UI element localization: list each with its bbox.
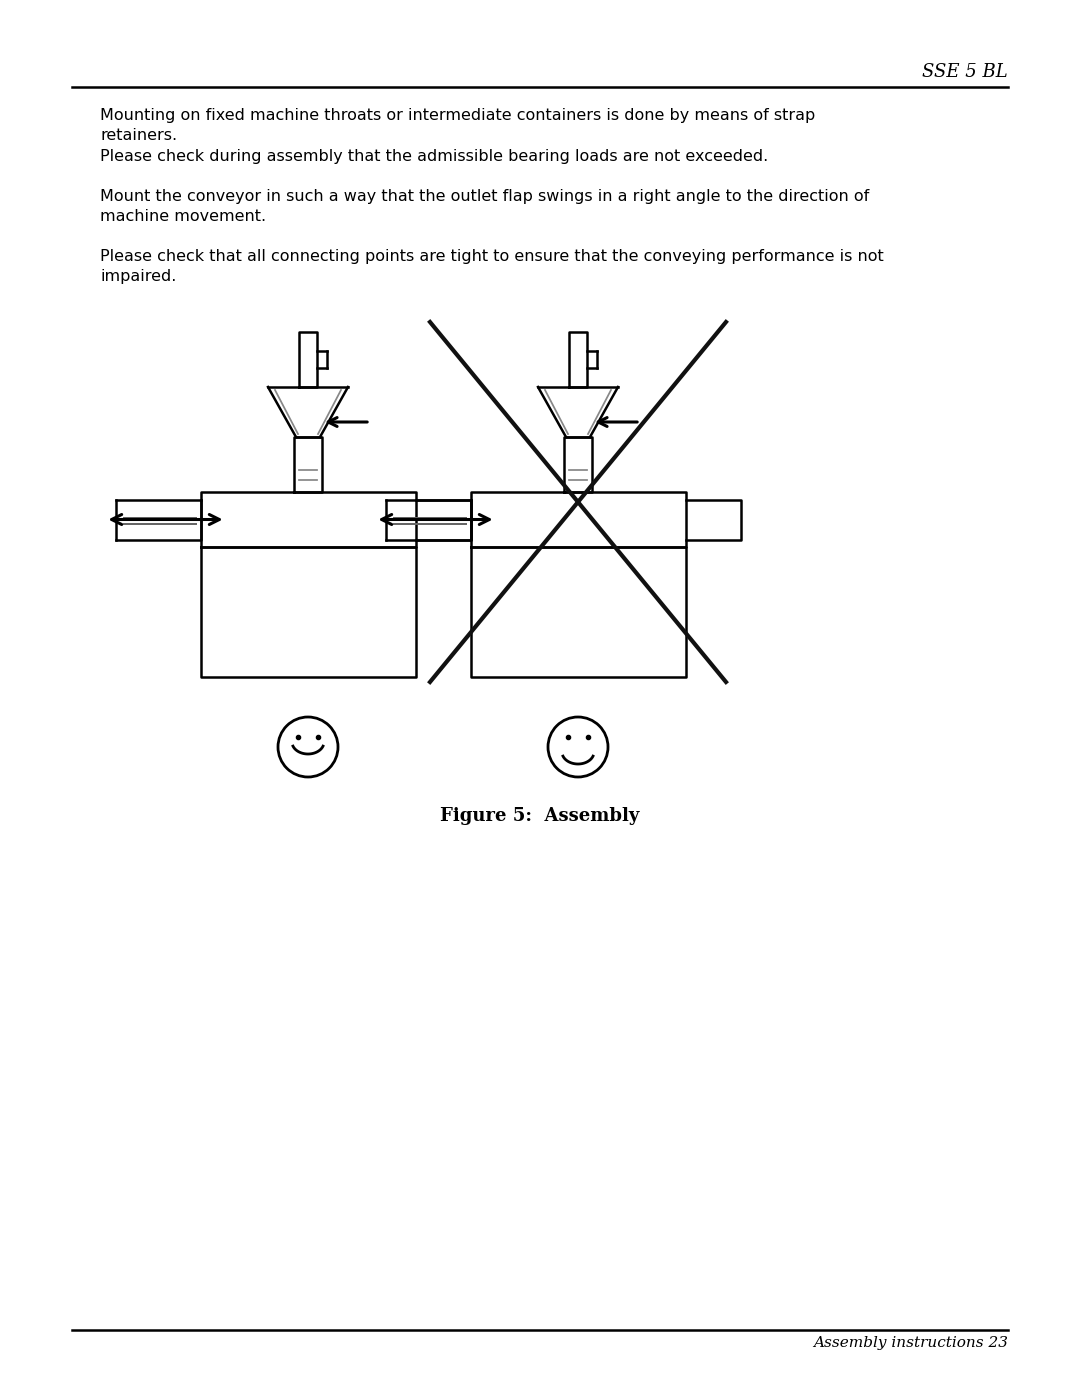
Text: SSE 5 BL: SSE 5 BL [922,63,1008,81]
Text: Please check that all connecting points are tight to ensure that the conveying p: Please check that all connecting points … [100,249,883,284]
Text: Please check during assembly that the admissible bearing loads are not exceeded.: Please check during assembly that the ad… [100,149,768,163]
Text: Mounting on fixed machine throats or intermediate containers is done by means of: Mounting on fixed machine throats or int… [100,108,815,142]
Text: Assembly instructions 23: Assembly instructions 23 [813,1336,1008,1350]
Text: Figure 5:  Assembly: Figure 5: Assembly [441,807,639,826]
Text: Mount the conveyor in such a way that the outlet flap swings in a right angle to: Mount the conveyor in such a way that th… [100,189,869,224]
